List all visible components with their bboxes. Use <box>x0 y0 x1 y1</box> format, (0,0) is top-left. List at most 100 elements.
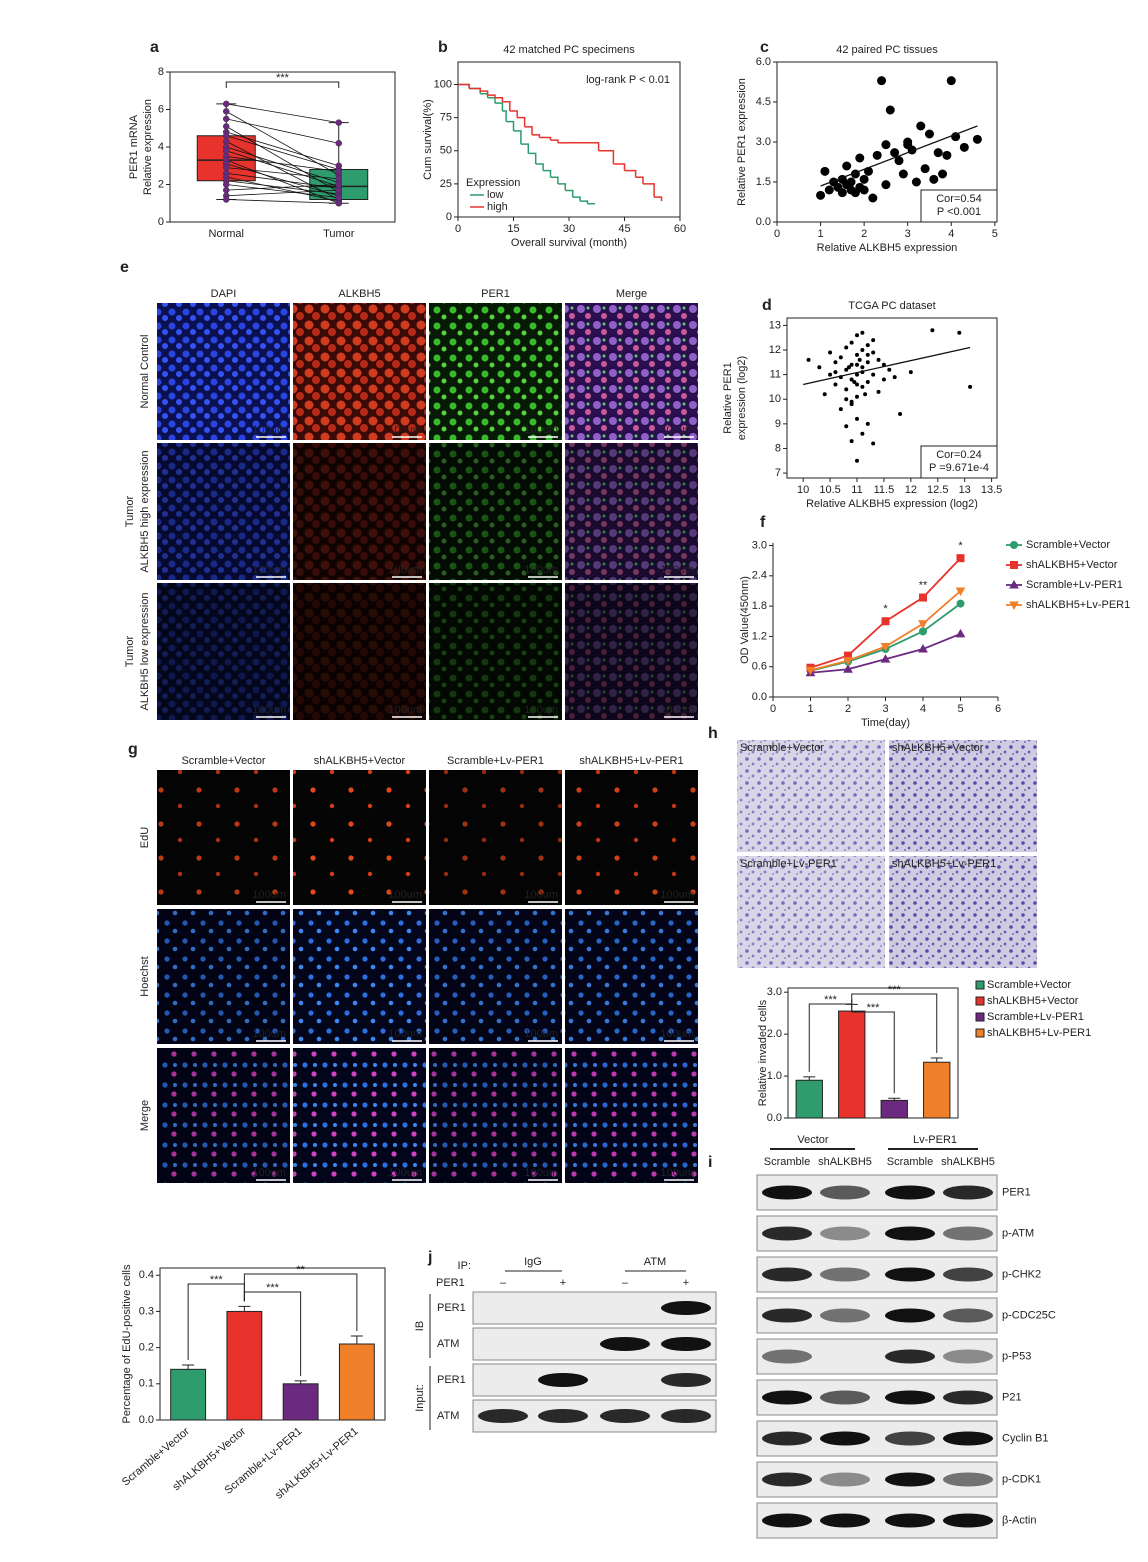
scale-bar-label: 100um <box>524 1167 558 1179</box>
marker <box>1010 561 1018 569</box>
survival-step <box>513 130 522 145</box>
scatter-point <box>894 156 904 166</box>
image-label: shALKBH5+Vector <box>892 742 984 754</box>
scale-bar-label: 100um <box>388 424 422 436</box>
panel-letter: j <box>427 1249 432 1266</box>
pair-line <box>226 118 339 144</box>
scatter-point <box>844 345 849 350</box>
micrograph <box>293 909 426 1044</box>
marker <box>1010 541 1018 549</box>
band-label: PER1 <box>437 1374 466 1386</box>
scatter-point <box>844 424 849 429</box>
y-axis-label: Percentage of EdU-positive cells <box>121 1264 133 1423</box>
x-tick-label: 11.5 <box>874 484 895 496</box>
x-tick-label: 30 <box>563 223 575 235</box>
x-tick-label: Tumor <box>323 228 355 240</box>
legend-swatch <box>975 1028 985 1038</box>
legend-swatch <box>975 980 985 990</box>
x-tick-label: 1 <box>818 228 824 240</box>
blot-band <box>538 1409 588 1423</box>
micrograph <box>429 303 562 440</box>
panel-letter: h <box>708 725 718 742</box>
column-header: shALKBH5+Lv-PER1 <box>579 755 683 767</box>
micrograph <box>565 909 698 1044</box>
legend-swatch <box>975 996 985 1006</box>
survival-step <box>550 176 559 184</box>
x-tick-label: 0 <box>774 228 780 240</box>
band-label: PER1 <box>437 1302 466 1314</box>
scatter-point <box>876 389 881 394</box>
y-tick-label: 25 <box>440 178 452 190</box>
scatter-point <box>933 148 943 158</box>
blot-strip <box>472 1363 717 1397</box>
blot-band <box>943 1349 993 1364</box>
y-tick-label: 0.2 <box>139 1342 154 1354</box>
stats-box <box>920 189 998 223</box>
panel-letter: a <box>150 39 159 56</box>
blot-band <box>661 1409 711 1423</box>
scatter-point <box>876 357 881 362</box>
stats-text: P <0.001 <box>937 206 981 218</box>
x-tick-label: 5 <box>992 228 998 240</box>
scatter-point <box>920 164 930 174</box>
y-axis-label: Relative PER1 expression <box>736 78 748 206</box>
significance-label: ** <box>919 579 928 591</box>
survival-step <box>520 143 530 154</box>
y-tick-label: 1.8 <box>752 600 767 612</box>
column-header: DAPI <box>211 288 237 300</box>
scatter-point <box>908 370 913 375</box>
survival-step <box>543 169 552 178</box>
marker <box>955 628 966 638</box>
error-bar <box>888 1097 901 1101</box>
survival-step <box>509 110 518 118</box>
significance-label: * <box>958 540 963 552</box>
image-label: Scramble+Lv-PER1 <box>740 858 837 870</box>
band-label: p-ATM <box>1002 1227 1034 1239</box>
y-tick-label: 50 <box>440 145 452 157</box>
survival-step <box>598 150 615 165</box>
scatter-point <box>860 384 865 389</box>
x-tick-label: 12.5 <box>927 484 948 496</box>
blot-band <box>943 1390 993 1405</box>
pair-line <box>226 155 339 172</box>
blot-band <box>762 1431 812 1446</box>
micrograph <box>565 1048 698 1183</box>
chart-title: 42 paired PC tissues <box>836 44 938 56</box>
survival-step <box>469 87 481 92</box>
survival-step <box>487 94 496 98</box>
scale-bar-label: 100um <box>660 564 694 576</box>
scale-bar-label: 100um <box>660 424 694 436</box>
x-axis-label: Relative ALKBH5 expression <box>817 242 958 254</box>
row-label: ALKBH5 high expression <box>139 450 151 572</box>
micrograph <box>293 583 426 720</box>
blot-band <box>762 1472 812 1487</box>
marker <box>1009 579 1019 589</box>
x-tick-label: 4 <box>920 703 926 715</box>
x-tick-label: 45 <box>618 223 630 235</box>
marker <box>843 664 853 673</box>
bar <box>795 1079 823 1119</box>
scatter-point <box>946 76 956 86</box>
pair-point <box>335 200 342 207</box>
blot-band <box>762 1267 812 1282</box>
blot-band <box>885 1267 935 1282</box>
x-tick-label: 12 <box>905 484 917 496</box>
x-tick-label: 3 <box>905 228 911 240</box>
scatter-point <box>890 148 900 158</box>
blot-band <box>762 1513 812 1528</box>
survival-step <box>539 136 552 141</box>
survival-step <box>565 189 574 198</box>
micrograph <box>157 443 290 580</box>
micrograph <box>565 770 698 905</box>
scatter-point <box>881 377 886 382</box>
band-label: ATM <box>437 1338 459 1350</box>
legend-label: shALKBH5+Vector <box>1026 559 1118 571</box>
blot-band <box>820 1185 870 1200</box>
y-tick-label: 11 <box>770 369 781 381</box>
marker <box>843 657 853 666</box>
y-axis-label: Relative invaded cells <box>757 999 769 1106</box>
scale-bar-label: 100um <box>252 1028 286 1040</box>
y-tick-label: 13 <box>769 319 781 331</box>
survival-step <box>643 183 655 198</box>
x-tick-label: 60 <box>674 223 686 235</box>
